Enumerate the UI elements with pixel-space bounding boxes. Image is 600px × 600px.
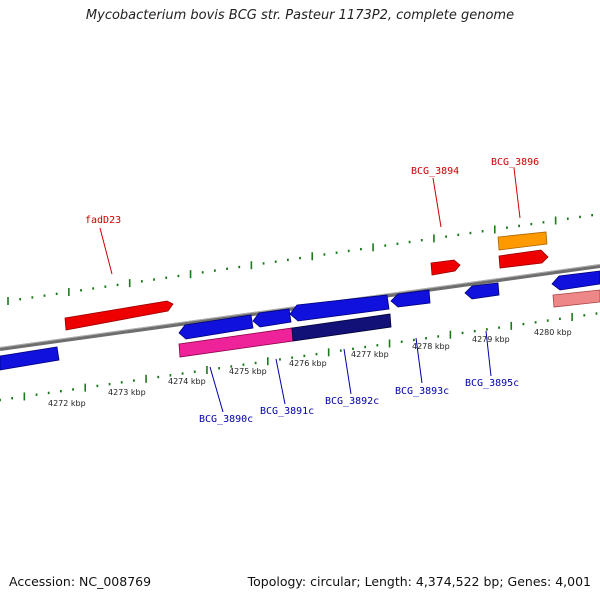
leader-bcg-3894 xyxy=(432,177,442,228)
reverse-tick-track xyxy=(0,312,598,402)
label-bcg-3894: BCG_3894 xyxy=(411,166,459,177)
leader-bcg-3890c xyxy=(209,366,224,413)
kbp-label: 4278 kbp xyxy=(412,342,450,351)
label-bcg-3891c: BCG_3891c xyxy=(260,406,314,417)
genome-summary-text: Topology: circular; Length: 4,374,522 bp… xyxy=(247,574,591,589)
label-bcg-3892c: BCG_3892c xyxy=(325,396,379,407)
gene-bcg-3896-red[interactable] xyxy=(498,249,549,269)
leader-bcg-3891c xyxy=(275,358,286,405)
leader-bcg-3892c xyxy=(343,348,352,395)
label-bcg-3896: BCG_3896 xyxy=(491,157,539,168)
kbp-label: 4280 kbp xyxy=(534,328,572,337)
kbp-label: 4273 kbp xyxy=(108,388,146,397)
kbp-label: 4274 kbp xyxy=(168,377,206,386)
kbp-label: 4272 kbp xyxy=(48,399,86,408)
label-bcg-3895c: BCG_3895c xyxy=(465,378,519,389)
gene-bcg-3890c[interactable] xyxy=(178,314,254,340)
label-bcg-3893c: BCG_3893c xyxy=(395,386,449,397)
gene-left-edge[interactable] xyxy=(0,346,60,371)
gene-bcg-3893c[interactable] xyxy=(390,289,431,308)
gene-bcg-3896-orange[interactable] xyxy=(497,231,548,251)
gene-bcg-3895c[interactable] xyxy=(464,282,500,300)
cds-navy[interactable] xyxy=(291,313,392,342)
label-fadD23: fadD23 xyxy=(85,215,121,226)
gene-bcg-3891c[interactable] xyxy=(252,308,292,328)
forward-tick-track xyxy=(7,213,594,305)
cds-salmon[interactable] xyxy=(552,289,600,308)
gene-bcg-3892c[interactable] xyxy=(289,294,390,322)
gene-right-edge[interactable] xyxy=(551,270,600,291)
kbp-label: 4276 kbp xyxy=(289,359,327,368)
genome-title: Mycobacterium bovis BCG str. Pasteur 117… xyxy=(85,8,515,23)
gene-fadD23[interactable] xyxy=(64,300,174,331)
label-bcg-3890c: BCG_3890c xyxy=(199,414,253,425)
kbp-label: 4279 kbp xyxy=(472,335,510,344)
leader-bcg-3896 xyxy=(513,167,521,219)
leader-bcg-3893c xyxy=(415,337,423,384)
kbp-label: 4277 kbp xyxy=(351,350,389,359)
accession-text: Accession: NC_008769 xyxy=(9,574,152,589)
kbp-label: 4275 kbp xyxy=(229,367,267,376)
gene-bcg-3894[interactable] xyxy=(430,259,461,276)
leader-fadD23 xyxy=(99,227,113,275)
leader-bcg-3895c xyxy=(485,330,492,377)
